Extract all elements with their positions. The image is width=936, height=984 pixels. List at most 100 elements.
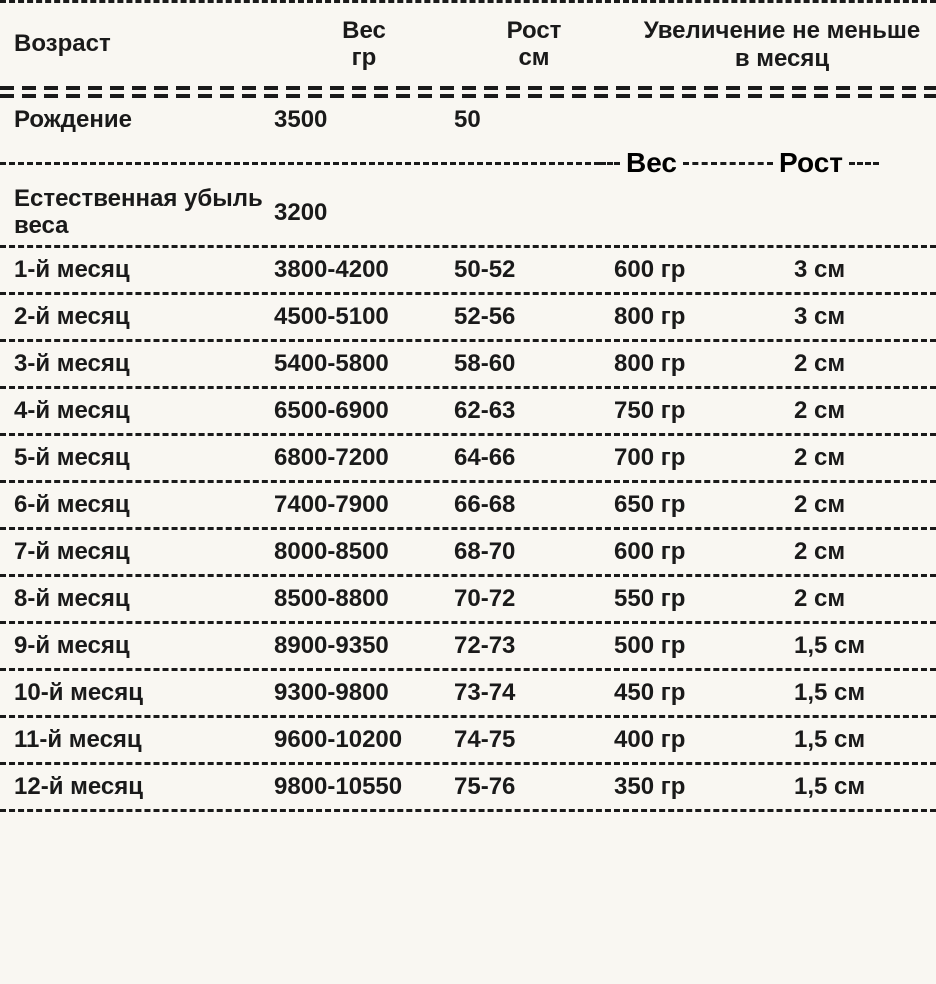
loss-age-line2: веса <box>14 212 68 239</box>
cell-age: 9-й месяц <box>14 632 274 660</box>
cell-age: 12-й месяц <box>14 773 274 801</box>
birth-weight: 3500 <box>274 106 454 134</box>
cell-height: 72-73 <box>454 632 614 660</box>
cell-age: 1-й месяц <box>14 256 274 284</box>
cell-height: 75-76 <box>454 773 614 801</box>
divider-double <box>0 84 936 98</box>
cell-inc-height: 3 см <box>794 256 922 284</box>
cell-inc-height: 1,5 см <box>794 773 922 801</box>
cell-age: 8-й месяц <box>14 585 274 613</box>
divider-seg <box>683 162 773 165</box>
table-row: 5-й месяц6800-720064-66700 гр2 см <box>0 436 936 480</box>
cell-inc-height: 1,5 см <box>794 679 922 707</box>
cell-inc-height: 2 см <box>794 397 922 425</box>
cell-age: 5-й месяц <box>14 444 274 472</box>
rows-container: 1-й месяц3800-420050-52600 гр3 см2-й мес… <box>0 248 936 812</box>
cell-height: 52-56 <box>454 303 614 331</box>
cell-height: 62-63 <box>454 397 614 425</box>
cell-height: 64-66 <box>454 444 614 472</box>
cell-inc-weight: 800 гр <box>614 303 794 331</box>
cell-height: 66-68 <box>454 491 614 519</box>
sub-header-box: Вес Рост <box>600 147 936 179</box>
cell-inc-height: 1,5 см <box>794 726 922 754</box>
cell-weight: 8000-8500 <box>274 538 454 566</box>
cell-inc-height: 2 см <box>794 444 922 472</box>
cell-weight: 6500-6900 <box>274 397 454 425</box>
birth-age: Рождение <box>14 106 274 134</box>
sub-header-height: Рост <box>773 147 849 179</box>
cell-age: 2-й месяц <box>14 303 274 331</box>
divider-seg <box>849 162 879 165</box>
table-row: 2-й месяц4500-510052-56800 гр3 см <box>0 295 936 339</box>
table-row: 6-й месяц7400-790066-68650 гр2 см <box>0 483 936 527</box>
cell-height: 58-60 <box>454 350 614 378</box>
cell-inc-weight: 400 гр <box>614 726 794 754</box>
divider-partial <box>0 162 600 165</box>
cell-weight: 5400-5800 <box>274 350 454 378</box>
cell-inc-height: 2 см <box>794 491 922 519</box>
cell-inc-weight: 500 гр <box>614 632 794 660</box>
table-row: 10-й месяц9300-980073-74450 гр1,5 см <box>0 671 936 715</box>
cell-height: 68-70 <box>454 538 614 566</box>
cell-inc-weight: 600 гр <box>614 538 794 566</box>
growth-table: Возраст Вес гр Рост см Увеличение не мен… <box>0 0 936 812</box>
header-weight-line1: Вес <box>342 17 386 44</box>
cell-age: 7-й месяц <box>14 538 274 566</box>
loss-age: Естественная убыль веса <box>14 186 274 239</box>
cell-inc-height: 3 см <box>794 303 922 331</box>
header-weight: Вес гр <box>274 18 454 71</box>
cell-height: 70-72 <box>454 585 614 613</box>
cell-inc-weight: 800 гр <box>614 350 794 378</box>
table-row: 7-й месяц8000-850068-70600 гр2 см <box>0 530 936 574</box>
cell-inc-weight: 700 гр <box>614 444 794 472</box>
cell-weight: 9300-9800 <box>274 679 454 707</box>
cell-weight: 8900-9350 <box>274 632 454 660</box>
table-row: 4-й месяц6500-690062-63750 гр2 см <box>0 389 936 433</box>
header-increase-line1: Увеличение не меньше <box>644 17 921 44</box>
header-height-line1: Рост <box>507 17 562 44</box>
cell-weight: 3800-4200 <box>274 256 454 284</box>
table-row: 9-й месяц8900-935072-73500 гр1,5 см <box>0 624 936 668</box>
cell-age: 4-й месяц <box>14 397 274 425</box>
loss-weight: 3200 <box>274 199 454 227</box>
cell-age: 11-й месяц <box>14 726 274 754</box>
header-weight-line2: гр <box>274 45 454 71</box>
cell-age: 6-й месяц <box>14 491 274 519</box>
header-height-line2: см <box>454 45 614 71</box>
cell-height: 74-75 <box>454 726 614 754</box>
table-row: 3-й месяц5400-580058-60800 гр2 см <box>0 342 936 386</box>
table-row: 1-й месяц3800-420050-52600 гр3 см <box>0 248 936 292</box>
divider <box>0 809 936 812</box>
table-row: 12-й месяц9800-1055075-76350 гр1,5 см <box>0 765 936 809</box>
cell-inc-weight: 600 гр <box>614 256 794 284</box>
cell-weight: 7400-7900 <box>274 491 454 519</box>
cell-inc-height: 2 см <box>794 350 922 378</box>
sub-header-row: Вес Рост <box>0 142 936 184</box>
birth-row: Рождение 3500 50 <box>0 98 936 142</box>
cell-age: 10-й месяц <box>14 679 274 707</box>
header-age: Возраст <box>14 31 274 57</box>
sub-header-weight: Вес <box>620 147 683 179</box>
cell-height: 73-74 <box>454 679 614 707</box>
cell-weight: 4500-5100 <box>274 303 454 331</box>
header-height: Рост см <box>454 18 614 71</box>
cell-weight: 8500-8800 <box>274 585 454 613</box>
header-increase-line2: в месяц <box>614 45 936 73</box>
cell-age: 3-й месяц <box>14 350 274 378</box>
cell-inc-height: 2 см <box>794 585 922 613</box>
cell-weight: 9800-10550 <box>274 773 454 801</box>
cell-inc-weight: 350 гр <box>614 773 794 801</box>
cell-inc-weight: 550 гр <box>614 585 794 613</box>
table-row: 8-й месяц8500-880070-72550 гр2 см <box>0 577 936 621</box>
birth-height: 50 <box>454 106 614 134</box>
cell-inc-weight: 650 гр <box>614 491 794 519</box>
cell-weight: 9600-10200 <box>274 726 454 754</box>
table-row: 11-й месяц9600-1020074-75400 гр1,5 см <box>0 718 936 762</box>
cell-inc-weight: 450 гр <box>614 679 794 707</box>
loss-row: Естественная убыль веса 3200 <box>0 184 936 245</box>
cell-inc-weight: 750 гр <box>614 397 794 425</box>
cell-height: 50-52 <box>454 256 614 284</box>
header-increase: Увеличение не меньше в месяц <box>614 17 936 72</box>
loss-age-line1: Естественная убыль <box>14 185 263 212</box>
cell-weight: 6800-7200 <box>274 444 454 472</box>
